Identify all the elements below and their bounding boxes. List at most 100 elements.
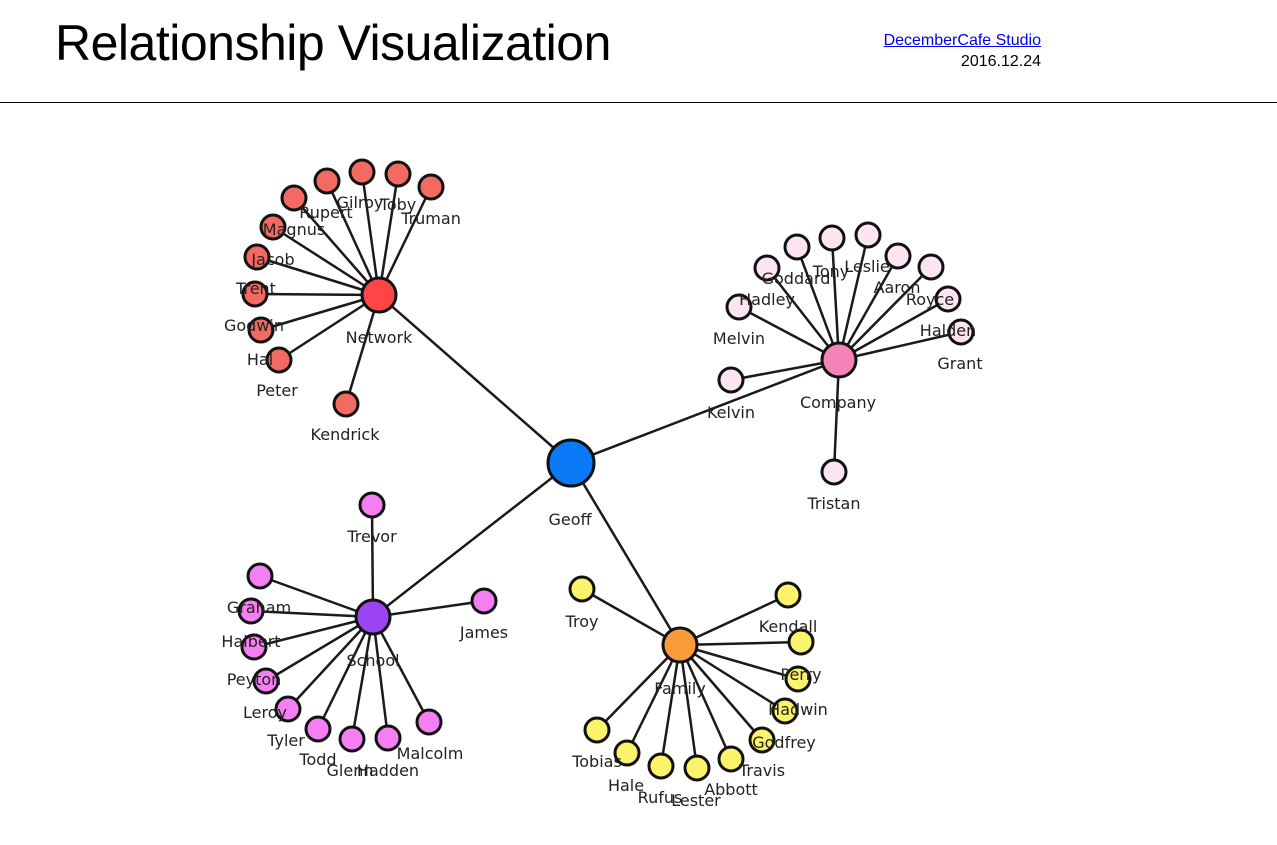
node-trent[interactable] xyxy=(243,243,271,271)
node-godfrey[interactable] xyxy=(771,697,799,725)
node-kelvin[interactable] xyxy=(717,366,745,394)
label-tony: Tony xyxy=(812,262,849,281)
node-rupert[interactable] xyxy=(313,167,341,195)
link-network-godwin xyxy=(254,292,380,297)
link-geoff-school xyxy=(372,462,572,618)
node-todd[interactable] xyxy=(304,715,332,743)
node-geoff[interactable] xyxy=(546,438,596,488)
link-network-kendrick xyxy=(344,294,381,405)
studio-link[interactable]: DecemberCafe Studio xyxy=(883,32,1041,49)
node-jacob[interactable] xyxy=(259,213,287,241)
link-company-halden xyxy=(838,297,949,362)
node-trevor[interactable] xyxy=(358,491,386,519)
label-rufus: Rufus xyxy=(638,788,683,807)
node-company[interactable] xyxy=(820,341,858,379)
label-hale: Hale xyxy=(608,776,644,795)
link-family-abbott xyxy=(678,644,733,760)
node-kendall[interactable] xyxy=(774,581,802,609)
node-malcolm[interactable] xyxy=(415,708,443,736)
label-royce: Royce xyxy=(906,290,954,309)
label-aaron: Aaron xyxy=(874,278,921,297)
label-graham: Graham xyxy=(227,598,291,617)
node-grant[interactable] xyxy=(947,318,975,346)
label-jacob: Jacob xyxy=(250,250,294,269)
label-halden: Halden xyxy=(920,321,976,340)
link-school-todd xyxy=(316,616,375,730)
node-school[interactable] xyxy=(354,598,392,636)
label-hadwin: Hadwin xyxy=(768,700,828,719)
link-company-grant xyxy=(838,330,962,362)
node-kendrick[interactable] xyxy=(332,390,360,418)
label-james: James xyxy=(459,623,508,642)
link-school-james xyxy=(372,599,485,619)
node-abbott[interactable] xyxy=(717,745,745,773)
node-hale[interactable] xyxy=(613,739,641,767)
node-gilroy[interactable] xyxy=(348,158,376,186)
node-leroy[interactable] xyxy=(252,667,280,695)
link-network-trent xyxy=(256,255,380,297)
label-company: Company xyxy=(800,393,876,412)
node-tristan[interactable] xyxy=(820,458,848,486)
link-family-troy xyxy=(581,587,681,647)
node-family[interactable] xyxy=(661,626,699,664)
link-family-rufus xyxy=(659,644,682,767)
node-peter[interactable] xyxy=(265,346,293,374)
link-network-rupert xyxy=(325,180,381,296)
node-tobias[interactable] xyxy=(583,716,611,744)
link-company-tristan xyxy=(832,359,841,473)
node-aaron[interactable] xyxy=(854,221,882,249)
node-goddard[interactable] xyxy=(753,254,781,282)
node-rufus[interactable] xyxy=(647,752,675,780)
node-tyler[interactable] xyxy=(274,695,302,723)
node-troy[interactable] xyxy=(568,575,596,603)
node-magnus[interactable] xyxy=(280,184,308,212)
label-peyton: Peyton xyxy=(227,670,282,689)
node-glenn[interactable] xyxy=(338,725,366,753)
node-lester[interactable] xyxy=(683,754,711,782)
link-network-peter xyxy=(278,293,380,362)
node-travis[interactable] xyxy=(748,726,776,754)
node-toby[interactable] xyxy=(384,160,412,188)
node-hadden[interactable] xyxy=(374,724,402,752)
label-perry: Perry xyxy=(780,665,821,684)
node-perry[interactable] xyxy=(787,628,815,656)
node-truman[interactable] xyxy=(417,173,445,201)
label-leroy: Leroy xyxy=(243,703,287,722)
node-james[interactable] xyxy=(470,587,498,615)
link-family-hale xyxy=(625,644,682,754)
label-network: Network xyxy=(346,328,414,347)
label-goddard: Goddard xyxy=(762,269,831,288)
label-malcolm: Malcolm xyxy=(397,744,464,763)
node-hal[interactable] xyxy=(247,316,275,344)
label-tristan: Tristan xyxy=(807,494,861,513)
node-royce[interactable] xyxy=(884,242,912,270)
node-hadley[interactable] xyxy=(917,253,945,281)
node-tony[interactable] xyxy=(783,233,811,261)
link-school-tyler xyxy=(287,616,374,710)
label-lester: Lester xyxy=(671,791,721,810)
link-family-godfrey xyxy=(679,643,786,713)
node-godwin[interactable] xyxy=(241,280,269,308)
label-peter: Peter xyxy=(256,381,298,400)
node-hadwin[interactable] xyxy=(784,665,812,693)
label-todd: Todd xyxy=(298,750,336,769)
label-melvin: Melvin xyxy=(713,329,765,348)
node-network[interactable] xyxy=(360,276,398,314)
link-network-magnus xyxy=(293,197,380,296)
label-hadley: Hadley xyxy=(739,290,795,309)
link-network-toby xyxy=(377,173,400,296)
link-network-jacob xyxy=(272,225,380,297)
label-abbott: Abbott xyxy=(704,780,758,799)
node-peyton[interactable] xyxy=(240,633,268,661)
node-leslie[interactable] xyxy=(818,224,846,252)
label-kendall: Kendall xyxy=(759,617,818,636)
node-melvin[interactable] xyxy=(725,293,753,321)
link-family-kendall xyxy=(679,593,789,647)
link-school-graham xyxy=(259,574,374,619)
node-halbert[interactable] xyxy=(237,597,265,625)
nodes-layer xyxy=(237,158,975,782)
node-halden[interactable] xyxy=(934,285,962,313)
link-company-tony xyxy=(795,246,841,361)
node-graham[interactable] xyxy=(246,562,274,590)
